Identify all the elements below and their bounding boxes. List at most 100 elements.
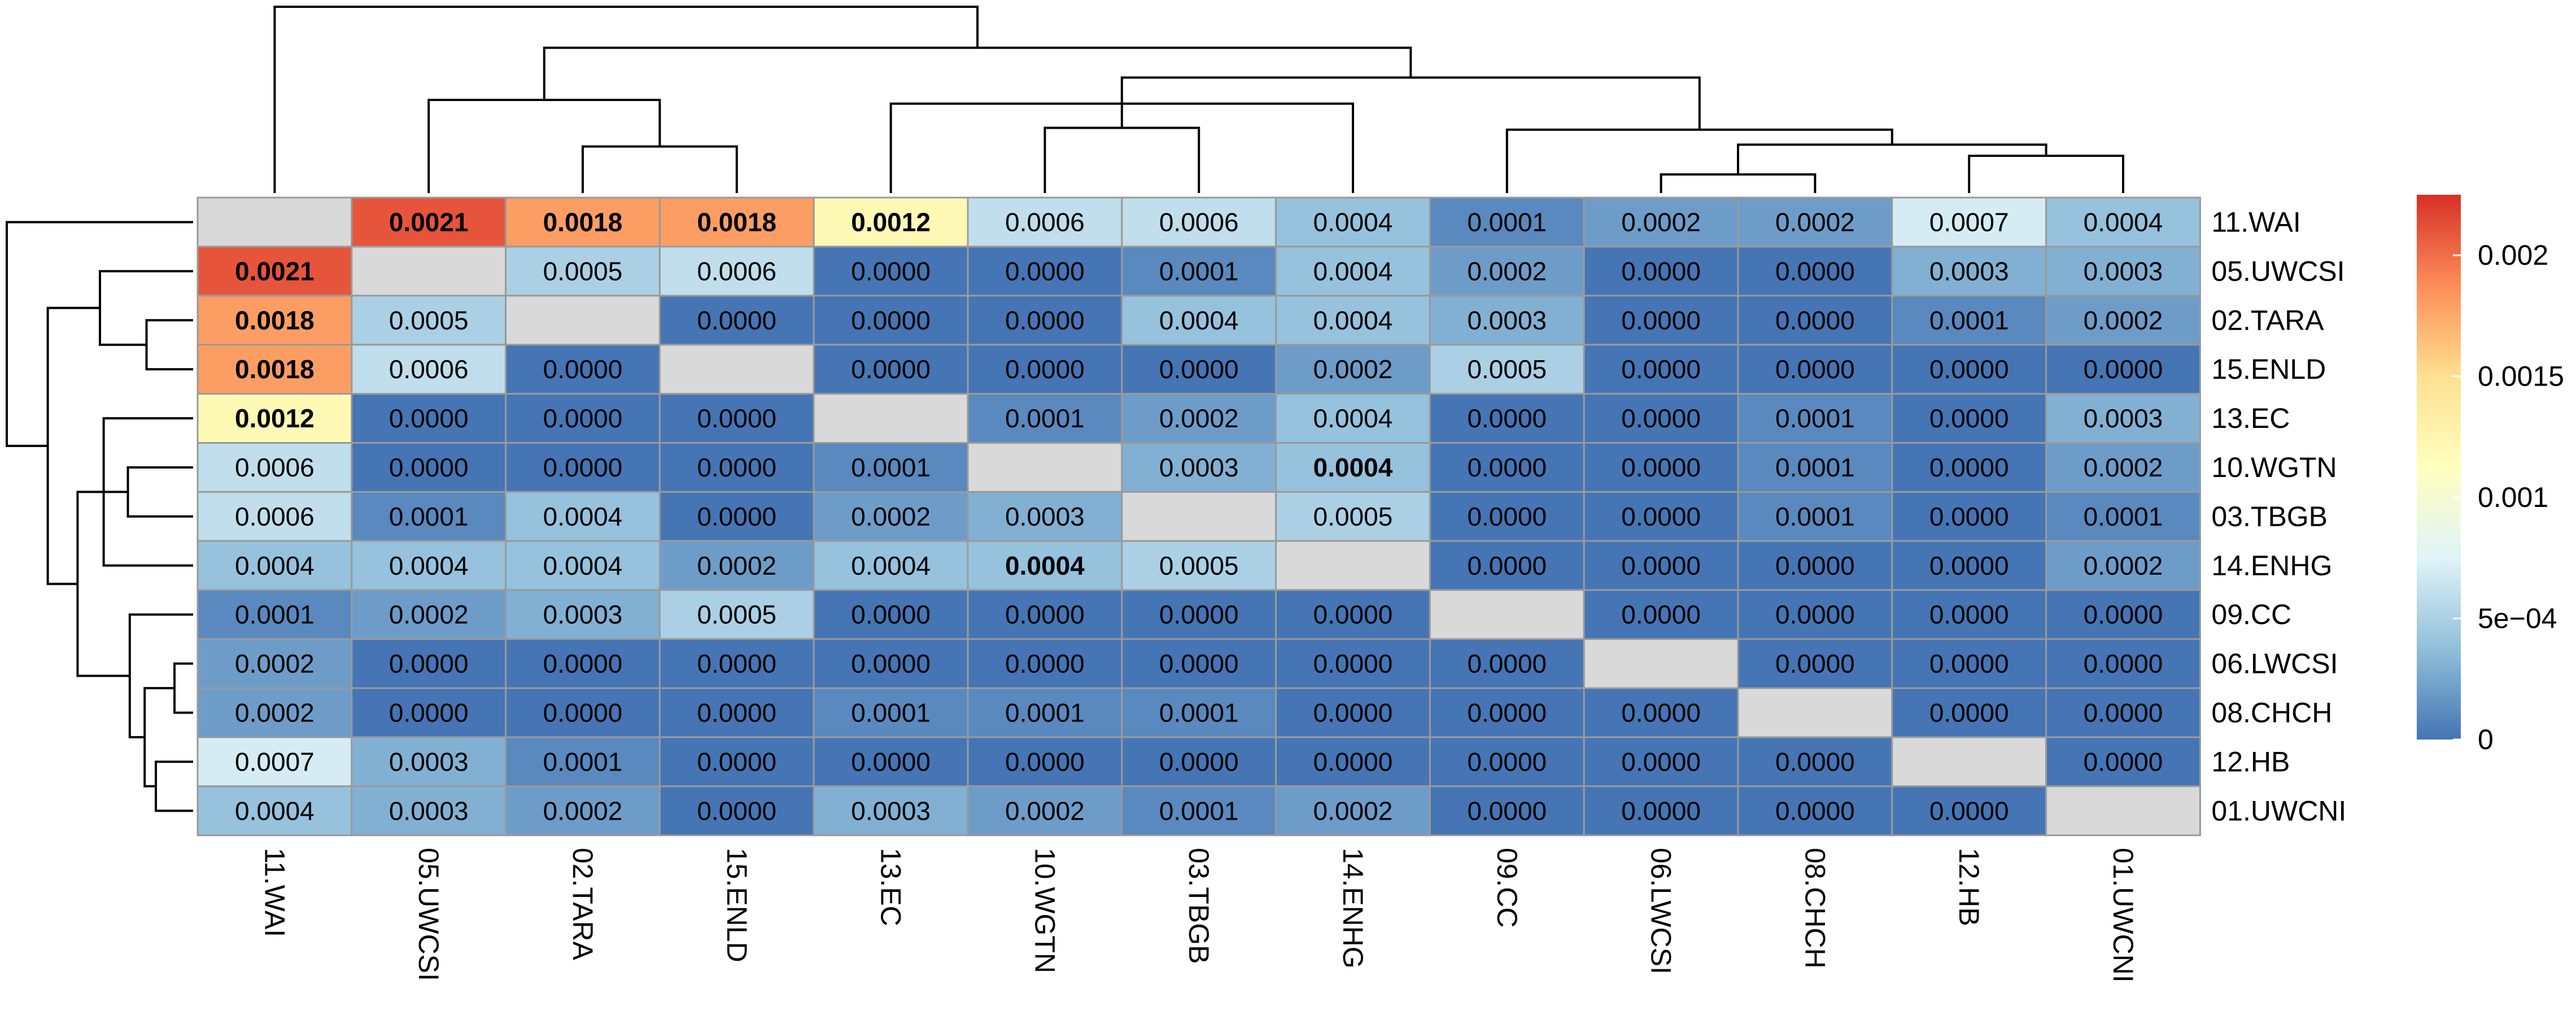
heatmap-cell <box>967 442 1123 493</box>
cell-value-label: 0.0000 <box>1467 649 1547 679</box>
heatmap-cell <box>1891 246 2047 297</box>
heatmap-cell <box>197 344 353 395</box>
heatmap-cell <box>505 785 661 837</box>
heatmap-cell <box>1275 785 1431 837</box>
heatmap-cell <box>351 638 507 689</box>
row-labels: 11.WAI 05.UWCSI 02.TARA 15.ENLD 13.EC 10.WGTN… <box>2211 206 2346 826</box>
cell-value-label: 0.0002 <box>235 698 315 727</box>
cell-value-label: 0.0000 <box>851 256 931 286</box>
dendrogram-branch <box>582 145 738 193</box>
cell-value-label: 0.0000 <box>1775 796 1855 825</box>
cell-value-label: 0.0000 <box>1005 256 1085 286</box>
heatmap-cell <box>2045 246 2201 297</box>
cell-value-label: 0.0003 <box>1005 502 1085 531</box>
heatmap-cell <box>1275 638 1431 689</box>
cell-value-label: 0.0006 <box>389 355 469 384</box>
heatmap-cell <box>197 589 353 640</box>
cell-value-label: 0.0001 <box>1929 305 2009 335</box>
dendrogram-branch <box>128 613 193 738</box>
heatmap-cell <box>351 196 507 248</box>
heatmap-cell <box>658 442 815 493</box>
cell-value-label: 0.0005 <box>697 600 776 629</box>
heatmap-cell <box>1429 785 1585 837</box>
cell-value-label: 0.0000 <box>1467 551 1547 580</box>
cell-value-label: 0.0000 <box>1159 600 1239 629</box>
cell-value-label: 0.0000 <box>1621 747 1701 776</box>
heatmap-cell <box>1275 344 1431 395</box>
column-label: 09.CC <box>1491 848 1523 928</box>
cell-value-label: 0.0001 <box>235 600 315 629</box>
cell-value-label: 0.0004 <box>1313 453 1393 482</box>
row-label: 02.TARA <box>2211 304 2324 336</box>
heatmap-cell <box>813 638 969 689</box>
heatmap-cell <box>967 736 1123 788</box>
cell-value-label: 0.0004 <box>1159 305 1239 335</box>
cell-value-label: 0.0000 <box>1005 649 1085 679</box>
cell-value-label: 0.0000 <box>543 404 623 433</box>
cell-value-label: 0.0000 <box>851 355 931 384</box>
cell-value-label: 0.0000 <box>851 305 931 335</box>
dendrogram-branch <box>1044 126 1200 193</box>
dendrogram-branch <box>46 307 100 585</box>
cell-value-label: 0.0001 <box>1005 404 1085 433</box>
heatmap-cell <box>1583 491 1739 542</box>
cell-value-label: 0.0004 <box>1005 551 1085 580</box>
heatmap-cell <box>1121 589 1277 640</box>
heatmap-cell <box>967 246 1123 297</box>
column-label: 11.WAI <box>259 848 290 937</box>
heatmap-cell <box>351 393 507 444</box>
cell-value-label: 0.0006 <box>1005 207 1085 237</box>
row-label: 14.ENHG <box>2211 550 2332 581</box>
heatmap-cell <box>658 785 815 837</box>
heatmap-cell <box>1891 687 2047 738</box>
cell-value-label: 0.0001 <box>543 747 623 776</box>
cell-value-label: 0.0000 <box>1775 551 1855 580</box>
legend-tick-label: 0.0015 <box>2478 361 2564 392</box>
cell-value-label: 0.0005 <box>543 256 623 286</box>
cell-value-label: 0.0000 <box>697 747 776 776</box>
heatmap-cell <box>813 491 969 542</box>
cell-value-label: 0.0000 <box>1621 256 1701 286</box>
cell-value-label: 0.0000 <box>1313 747 1393 776</box>
cell-value-label: 0.0000 <box>1005 747 1085 776</box>
cell-value-label: 0.0003 <box>543 600 623 629</box>
cell-value-label: 0.0000 <box>1313 649 1393 679</box>
heatmap-cells: 0.0021 0.0018 0.0018 0.0012 0.0006 0.0006 0.00… <box>197 196 2201 837</box>
cell-value-label: 0.0000 <box>1621 453 1701 482</box>
heatmap-cell <box>351 785 507 837</box>
cell-value-label: 0.0002 <box>1313 796 1393 825</box>
heatmap-cell <box>2045 540 2201 591</box>
heatmap-cell <box>1121 638 1277 689</box>
legend-tick-label: 5e−04 <box>2478 603 2557 635</box>
cell-value-label: 0.0001 <box>1159 256 1239 286</box>
dendrogram-branch <box>155 760 193 812</box>
row-label: 08.CHCH <box>2211 697 2332 728</box>
heatmap-cell <box>1121 442 1277 493</box>
cell-value-label: 0.0003 <box>1467 305 1547 335</box>
cell-value-label: 0.0004 <box>235 551 315 580</box>
cell-value-label: 0.0003 <box>2084 404 2163 433</box>
cell-value-label: 0.0000 <box>697 305 776 335</box>
heatmap-cell <box>1583 442 1739 493</box>
cell-value-label: 0.0004 <box>543 551 623 580</box>
cell-value-label: 0.0000 <box>543 355 623 384</box>
heatmap-cell <box>658 491 815 542</box>
heatmap-cell <box>1891 344 2047 395</box>
cell-value-label: 0.0000 <box>1159 649 1239 679</box>
cell-value-label: 0.0002 <box>851 502 931 531</box>
cell-value-label: 0.0003 <box>389 747 469 776</box>
cell-value-label: 0.0000 <box>1313 600 1393 629</box>
cell-value-label: 0.0000 <box>1621 404 1701 433</box>
cell-value-label: 0.0001 <box>1775 404 1855 433</box>
cell-value-label: 0.0005 <box>1313 502 1393 531</box>
cell-value-label: 0.0018 <box>697 207 776 237</box>
heatmap-cell <box>1429 196 1585 248</box>
cell-value-label: 0.0002 <box>543 796 623 825</box>
cell-value-label: 0.0018 <box>235 305 315 335</box>
heatmap-cell <box>1737 491 1893 542</box>
row-label: 15.ENLD <box>2211 353 2326 385</box>
heatmap-cell <box>197 540 353 591</box>
heatmap-cell <box>351 736 507 788</box>
cell-value-label: 0.0000 <box>851 600 931 629</box>
heatmap-cell <box>1275 393 1431 444</box>
